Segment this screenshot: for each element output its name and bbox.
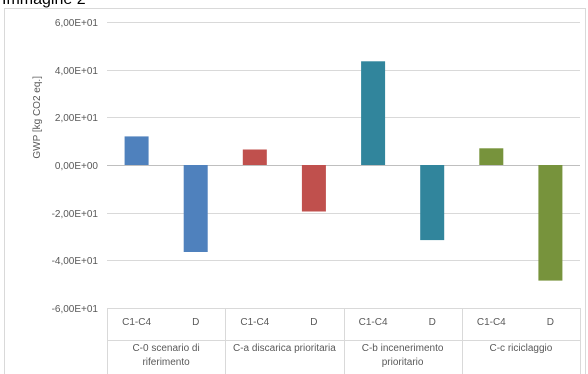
x-category-label: C1-C4	[122, 317, 151, 328]
figure-caption: Immagine 2	[2, 0, 86, 9]
y-tick-label: 6,00E+01	[55, 18, 99, 29]
x-category-label: C1-C4	[240, 317, 269, 328]
x-group-label: C-a discarica prioritaria	[233, 343, 336, 354]
y-tick-label: -4,00E+01	[52, 256, 99, 267]
y-axis-title: GWP [kg CO2 eq.]	[32, 76, 43, 159]
bar-3-c1-c4	[361, 61, 386, 165]
bar-3-d	[420, 165, 445, 241]
x-group-label: prioritario	[382, 357, 424, 368]
chart-area-border	[4, 8, 586, 374]
bar-2-d	[301, 165, 326, 212]
x-group-label: C-c riciclaggio	[490, 343, 553, 354]
y-tick-label: 0,00E+00	[55, 161, 99, 172]
x-group-label: C-b incenerimento	[362, 343, 444, 354]
bar-1-c1-c4	[124, 136, 149, 165]
y-tick-label: -6,00E+01	[52, 304, 99, 315]
x-group-label: riferimento	[142, 357, 190, 368]
x-category-label: D	[192, 317, 199, 328]
x-category-label: D	[310, 317, 317, 328]
x-category-label: D	[429, 317, 436, 328]
bars	[124, 61, 563, 281]
gridlines	[107, 22, 580, 309]
y-tick-label: -2,00E+01	[52, 209, 99, 220]
bar-4-d	[538, 165, 563, 281]
y-tick-label: 2,00E+01	[55, 113, 99, 124]
x-category-label: D	[547, 317, 554, 328]
bar-1-d	[183, 165, 208, 252]
x-category-label: C1-C4	[477, 317, 506, 328]
x-category-label: C1-C4	[359, 317, 388, 328]
y-tick-label: 4,00E+01	[55, 66, 99, 77]
x-group-label: C-0 scenario di	[132, 343, 199, 354]
bar-2-c1-c4	[242, 149, 267, 165]
bar-4-c1-c4	[479, 148, 504, 165]
axes	[107, 308, 581, 374]
labels: 6,00E+01 4,00E+01 2,00E+01 0,00E+00 -2,00E+0…	[32, 18, 554, 368]
